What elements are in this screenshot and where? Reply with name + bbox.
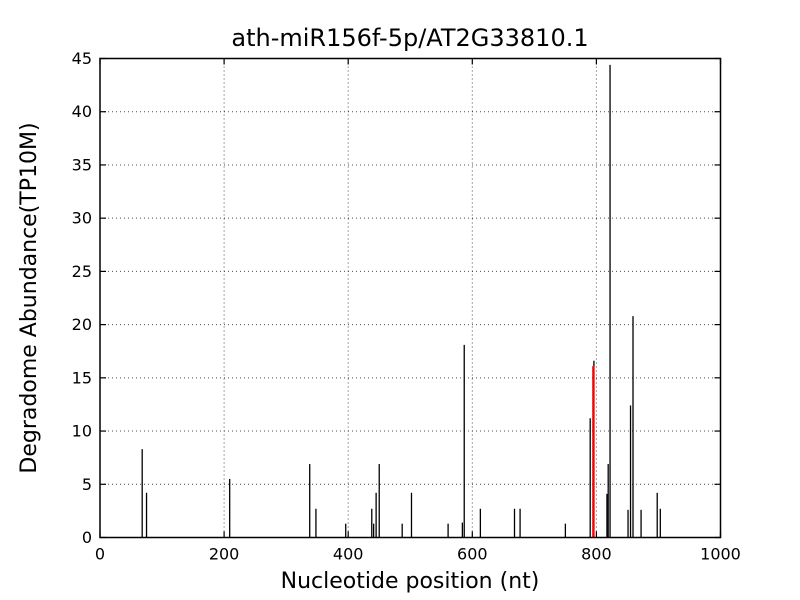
y-tick-label: 10 bbox=[72, 422, 92, 441]
y-tick-label: 45 bbox=[72, 49, 92, 68]
y-tick-label: 35 bbox=[72, 155, 92, 174]
y-tick-label: 15 bbox=[72, 368, 92, 387]
y-tick-label: 20 bbox=[72, 315, 92, 334]
x-tick-label: 0 bbox=[95, 545, 105, 564]
y-tick-label: 30 bbox=[72, 209, 92, 228]
y-tick-label: 25 bbox=[72, 262, 92, 281]
y-tick-label: 5 bbox=[82, 475, 92, 494]
y-tick-label: 40 bbox=[72, 102, 92, 121]
plot-frame bbox=[99, 57, 722, 539]
x-tick-label: 1000 bbox=[700, 545, 741, 564]
y-axis-label: Degradome Abundance(TP10M) bbox=[17, 122, 42, 473]
chart-title: ath-miR156f-5p/AT2G33810.1 bbox=[231, 24, 588, 52]
x-axis-label: Nucleotide position (nt) bbox=[281, 569, 540, 594]
axis-ticks bbox=[99, 57, 722, 539]
x-tick-label: 200 bbox=[209, 545, 240, 564]
stems bbox=[141, 64, 661, 538]
tick-labels: 0 200 400 600 800 1000 0 5 10 15 20 25 30 35 40 45 bbox=[72, 49, 741, 564]
x-tick-label: 400 bbox=[333, 545, 364, 564]
y-tick-label: 0 bbox=[82, 528, 92, 547]
x-tick-label: 800 bbox=[581, 545, 612, 564]
x-tick-label: 600 bbox=[457, 545, 488, 564]
